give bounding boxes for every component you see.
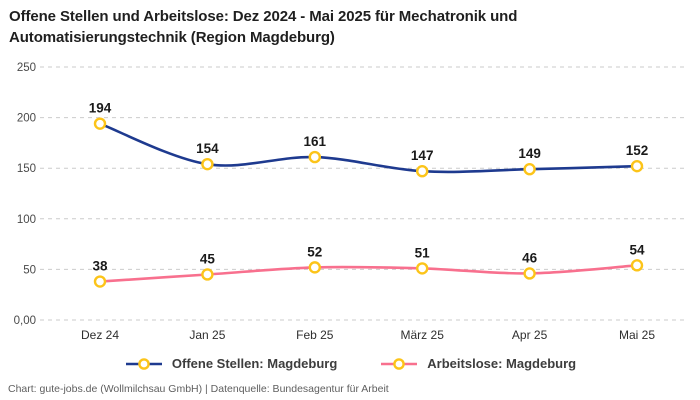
chart-legend: Offene Stellen: Magdeburg Arbeitslose: M…: [0, 356, 700, 371]
legend-item-offene-stellen: Offene Stellen: Magdeburg: [124, 356, 337, 371]
data-point-marker-icon: [308, 261, 321, 274]
data-point-label: 45: [200, 251, 216, 266]
legend-label-arbeitslose: Arbeitslose: Magdeburg: [427, 356, 577, 371]
data-point-marker-icon: [93, 117, 107, 130]
data-point-marker-icon: [523, 163, 536, 176]
legend-item-arbeitslose: Arbeitslose: Magdeburg: [379, 356, 576, 371]
data-point-marker-icon: [416, 262, 429, 275]
y-axis-tick-label: 200: [17, 113, 36, 125]
x-axis-tick-label: Mai 25: [619, 328, 655, 342]
legend-sample-marker-icon: [393, 357, 406, 370]
legend-line-sample-pink-icon: [381, 357, 418, 370]
chart-title-line1: Offene Stellen und Arbeitslose: Dez 2024…: [9, 8, 518, 25]
data-point-label: 149: [518, 146, 541, 161]
x-axis-tick-label: März 25: [401, 328, 445, 342]
chart-title-line2: Automatisierungstechnik (Region Magdebur…: [9, 29, 335, 47]
data-point-marker-icon: [201, 157, 214, 171]
x-axis-tick-label: Feb 25: [296, 328, 334, 342]
data-point-label: 46: [522, 250, 538, 265]
data-point-marker-icon: [630, 159, 644, 173]
chart-title: Offene Stellen und Arbeitslose: Dez 2024…: [9, 6, 690, 49]
y-axis-tick-label: 0,00: [14, 315, 36, 327]
y-axis-tick-label: 250: [17, 62, 36, 74]
data-point-marker-icon: [93, 275, 107, 288]
data-point-label: 154: [196, 141, 219, 156]
data-point-marker-icon: [416, 165, 429, 178]
data-point-label: 147: [411, 148, 434, 163]
legend-sample-marker-icon: [138, 357, 150, 370]
data-point-label: 161: [304, 134, 327, 149]
x-axis-tick-label: Dez 24: [81, 328, 119, 342]
data-point-label: 54: [629, 242, 645, 257]
x-axis-tick-label: Apr 25: [512, 328, 548, 342]
data-point-marker-icon: [523, 267, 536, 280]
data-point-label: 38: [92, 259, 108, 274]
y-axis-tick-label: 100: [17, 214, 36, 226]
data-point-label: 194: [89, 101, 112, 116]
data-point-label: 51: [415, 245, 431, 260]
legend-label-offene-stellen: Offene Stellen: Magdeburg: [171, 356, 338, 371]
series-line: [98, 264, 639, 283]
y-axis-tick-label: 50: [23, 264, 36, 276]
line-chart-canvas: 0,00 50 100 150 200 250 Dez 24 Jan 25 Feb 25 März…: [14, 62, 688, 342]
x-axis-tick-label: Jan 25: [189, 328, 225, 342]
data-point-marker-icon: [201, 268, 214, 281]
legend-line-sample-blue-icon: [125, 357, 162, 370]
data-point-label: 152: [626, 143, 649, 158]
series-line: [98, 122, 639, 174]
data-point-label: 52: [307, 244, 322, 259]
attribution-text: Chart: gute-jobs.de (Wollmilchsau GmbH) …: [8, 383, 389, 395]
data-point-marker-icon: [630, 259, 644, 272]
y-axis-tick-label: 150: [17, 163, 36, 175]
data-point-marker-icon: [308, 150, 321, 164]
